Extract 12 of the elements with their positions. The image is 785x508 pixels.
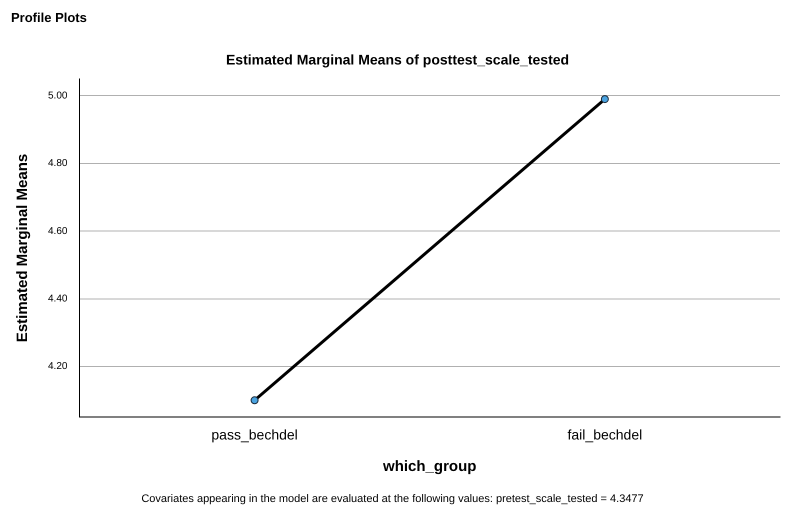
x-tick-label: pass_bechdel bbox=[211, 426, 298, 442]
x-axis-title: which_group bbox=[382, 458, 476, 476]
y-axis-title: Estimated Marginal Means bbox=[14, 154, 32, 342]
y-tick-label: 4.60 bbox=[48, 226, 68, 237]
chart-title: Estimated Marginal Means of posttest_scale_tested bbox=[226, 51, 570, 68]
text: Profile Plots bbox=[11, 10, 87, 25]
text: Covariates appearing in the model are evaluated at the following values: pretest_scale_tested = 4.3477 bbox=[140, 493, 645, 505]
y-tick-label: 4.80 bbox=[48, 158, 68, 170]
y-tick-label: 4.40 bbox=[48, 294, 68, 305]
y-tick-label: 4.20 bbox=[48, 361, 68, 372]
x-tick-label: fail_bechdel bbox=[568, 426, 642, 442]
y-tick-label: 5.00 bbox=[48, 90, 68, 102]
